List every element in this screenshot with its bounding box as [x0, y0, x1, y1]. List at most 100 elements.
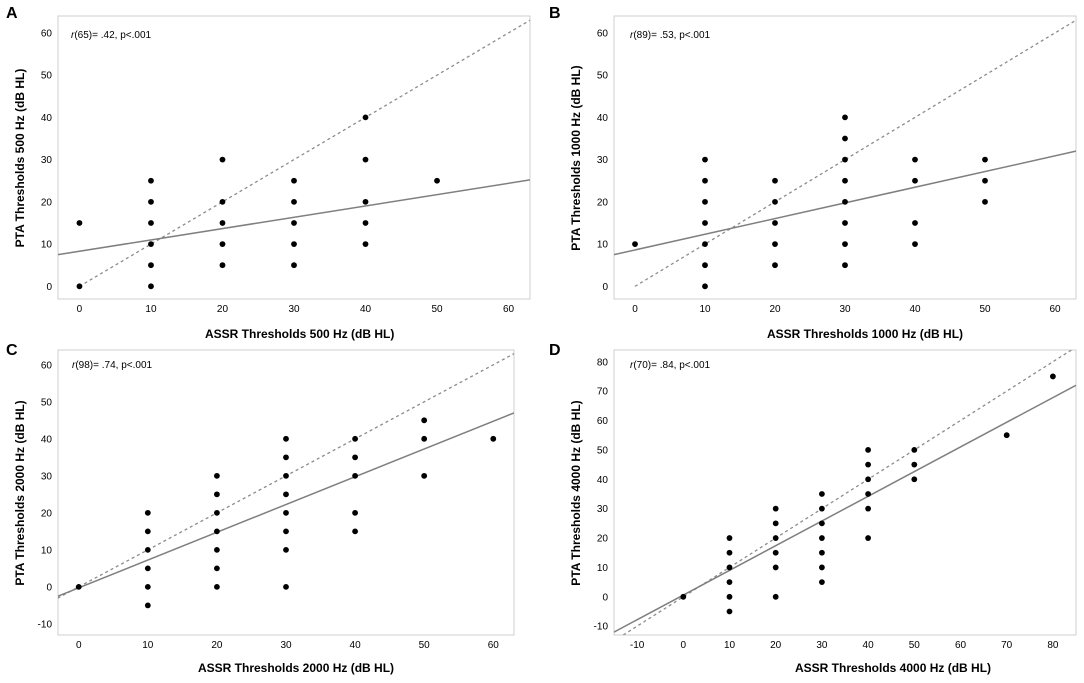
data-point — [1003, 432, 1010, 439]
panel-letter: C — [6, 342, 18, 359]
data-point — [283, 583, 289, 590]
x-tick-label: 40 — [863, 640, 875, 651]
x-tick-label: 60 — [503, 304, 515, 315]
x-tick-label: 50 — [979, 304, 991, 315]
y-tick-label: 30 — [41, 471, 53, 482]
data-point — [214, 565, 220, 572]
x-tick-label: 40 — [909, 304, 921, 315]
data-point — [219, 156, 226, 163]
y-tick-label: 10 — [597, 563, 609, 574]
x-tick-label: 50 — [909, 640, 921, 651]
data-point — [726, 564, 733, 571]
data-point — [291, 262, 297, 269]
data-point — [772, 505, 779, 512]
data-point — [772, 220, 778, 226]
data-point — [352, 435, 358, 442]
x-tick-label: 80 — [1047, 640, 1059, 651]
data-point — [772, 549, 779, 556]
x-tick-label: 60 — [955, 640, 967, 651]
data-point — [702, 220, 708, 226]
y-axis-title: PTA Thresholds 500 Hz (dB HL) — [13, 69, 27, 248]
y-tick-label: -10 — [38, 619, 53, 630]
y-tick-label: 0 — [46, 282, 52, 293]
correlation-stats: (98)= .74, p<.001 — [75, 360, 152, 371]
data-point — [865, 535, 871, 541]
correlation-r-symbol: r — [630, 30, 634, 41]
correlation-stats: (65)= .42, p<.001 — [74, 30, 151, 41]
data-point — [362, 114, 369, 121]
data-point — [702, 198, 708, 205]
panel-letter: D — [549, 342, 561, 359]
data-point — [283, 472, 289, 479]
y-tick-label: 10 — [41, 240, 53, 251]
data-point — [214, 472, 220, 479]
x-tick-label: 20 — [217, 304, 229, 315]
data-point — [865, 476, 871, 483]
y-axis-title: PTA Thresholds 1000 Hz (dB HL) — [569, 65, 583, 250]
data-point — [819, 564, 825, 571]
data-point — [434, 177, 440, 184]
x-tick-label: 40 — [350, 640, 362, 651]
data-point — [144, 528, 151, 535]
data-point — [842, 177, 848, 184]
y-tick-label: 40 — [597, 475, 609, 486]
y-tick-label: 10 — [597, 240, 609, 251]
x-tick-label: 10 — [724, 640, 736, 651]
identity-line — [79, 19, 530, 287]
x-tick-label: 60 — [488, 640, 500, 651]
data-point — [702, 262, 708, 269]
data-point — [362, 156, 369, 163]
data-point — [283, 546, 289, 553]
data-point — [772, 564, 779, 571]
x-tick-label: 0 — [77, 304, 83, 315]
data-point — [911, 461, 918, 468]
data-point — [772, 262, 778, 269]
data-point — [819, 549, 825, 556]
data-point — [148, 177, 154, 184]
correlation-stats: (89)= .53, p<.001 — [633, 30, 710, 41]
data-point — [144, 602, 151, 609]
correlation-stats: (70)= .84, p<.001 — [633, 360, 710, 371]
data-point — [219, 198, 226, 205]
data-points — [680, 373, 1056, 615]
data-point — [291, 177, 297, 184]
regression-lines — [58, 19, 530, 287]
y-tick-label: 30 — [597, 504, 609, 515]
x-tick-label: 60 — [1049, 304, 1061, 315]
data-point — [772, 241, 778, 247]
y-axis-title: PTA Thresholds 2000 Hz (dB HL) — [13, 400, 27, 585]
plot-frame — [57, 349, 515, 636]
y-tick-label: 10 — [41, 545, 53, 556]
y-tick-label: 50 — [597, 71, 609, 82]
y-tick-label: 20 — [597, 534, 609, 545]
data-point — [842, 262, 848, 269]
plot-frame — [57, 15, 531, 300]
data-point — [842, 220, 848, 226]
panel-letter: A — [6, 5, 18, 22]
data-point — [148, 220, 154, 226]
data-point — [362, 198, 369, 205]
data-point — [982, 177, 988, 184]
data-point — [911, 476, 918, 483]
data-point — [842, 241, 848, 247]
data-point — [1050, 373, 1056, 380]
y-tick-label: 0 — [602, 282, 608, 293]
x-tick-label: 20 — [770, 640, 782, 651]
data-point — [865, 446, 871, 453]
data-point — [819, 535, 825, 541]
data-point — [842, 114, 848, 121]
identity-line — [58, 353, 514, 599]
data-point — [819, 491, 825, 497]
panel-a: A 0 10 20 30 40 50 60 0 10 20 30 40 50 60 ASSR Threshol… — [6, 5, 531, 341]
x-tick-label: 30 — [288, 304, 300, 315]
y-tick-label: 50 — [41, 397, 53, 408]
data-point — [912, 156, 918, 163]
y-tick-label: 50 — [597, 445, 609, 456]
data-point — [283, 454, 289, 461]
data-point — [219, 241, 226, 247]
x-tick-label: 20 — [769, 304, 781, 315]
data-point — [214, 583, 220, 590]
data-point — [352, 454, 358, 461]
fit-line — [58, 179, 530, 256]
data-point — [214, 509, 220, 516]
